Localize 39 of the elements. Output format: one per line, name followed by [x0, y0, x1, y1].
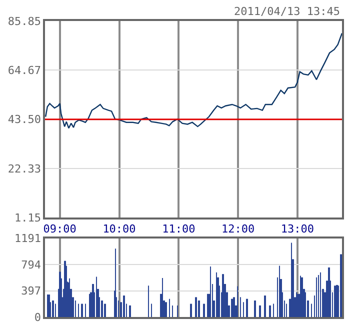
y-tick-label: 43.50 [8, 113, 42, 126]
bar [190, 304, 192, 317]
bar [254, 300, 256, 317]
y-tick-label: 1191 [14, 232, 42, 246]
x-tick-label: 10:00 [102, 222, 136, 236]
bar [334, 286, 336, 317]
bar [203, 304, 205, 317]
bar [264, 296, 266, 317]
x-tick-label: 11:00 [162, 222, 196, 236]
bar [269, 305, 271, 317]
x-tick-label: 13:00 [280, 222, 314, 236]
x-tick-label: 12:00 [221, 222, 255, 236]
bar [52, 300, 54, 317]
bar [195, 297, 197, 317]
bar [231, 298, 233, 317]
bar [340, 254, 342, 317]
y-tick-label: 794 [21, 258, 42, 272]
y-tick-label: 0 [34, 310, 42, 324]
bar [165, 302, 167, 317]
bar [259, 305, 261, 317]
bar [81, 304, 83, 317]
bar [328, 267, 330, 317]
y-tick-label: 1.15 [14, 212, 42, 225]
bar [198, 300, 200, 317]
y-tick-label: 397 [21, 284, 42, 298]
bar [101, 300, 103, 317]
bar [104, 304, 106, 317]
y-tick-label: 22.33 [8, 162, 42, 176]
bar [123, 296, 125, 317]
bar [92, 284, 94, 317]
x-tick-label: 09:00 [43, 222, 76, 236]
text: 2011/04/13 13:45 [234, 5, 340, 18]
line-series [45, 32, 342, 129]
bar [233, 297, 235, 317]
y-tick-label: 64.67 [8, 64, 42, 78]
bar [129, 305, 131, 317]
bar [246, 298, 248, 317]
y-tick-label: 85.85 [8, 14, 42, 28]
bar [222, 274, 224, 317]
